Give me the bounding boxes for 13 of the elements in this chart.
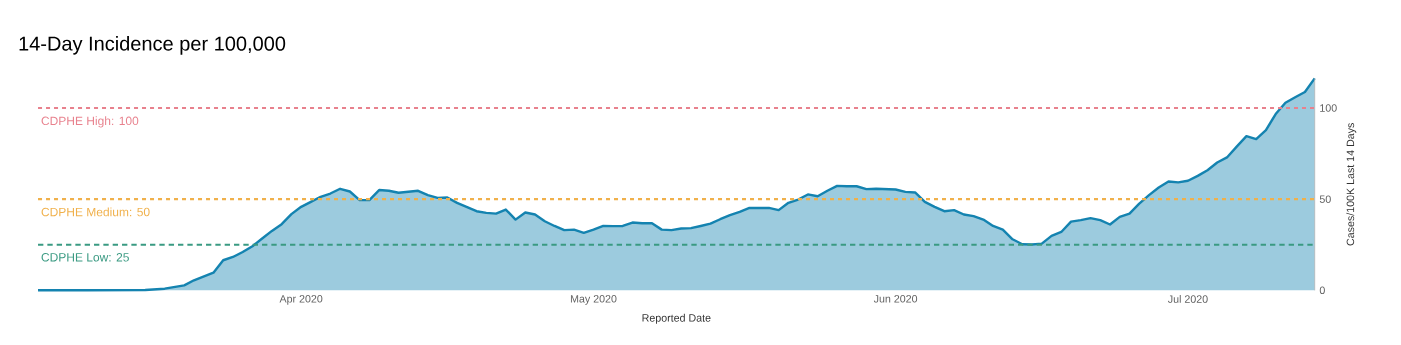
x-tick-label: Jun 2020	[873, 295, 918, 303]
x-axis-title: Reported Date	[642, 313, 711, 324]
y-tick-label: 0	[1319, 286, 1325, 295]
x-tick-label: May 2020	[570, 295, 617, 305]
x-tick-label: Jul 2020	[1167, 295, 1208, 303]
y-axis-title: Cases/100K Last 14 Days	[1346, 123, 1357, 246]
x-tick-label: Apr 2020	[279, 295, 323, 305]
ref-line-label: CDPHE Medium: 50	[41, 207, 150, 217]
chart-title: 14-Day Incidence per 100,000	[19, 36, 286, 55]
y-tick-label: 50	[1319, 195, 1331, 203]
ref-line-label: CDPHE Low: 25	[41, 253, 129, 262]
y-tick-label: 100	[1320, 104, 1337, 112]
ref-line-label: CDPHE High: 100	[41, 116, 139, 128]
